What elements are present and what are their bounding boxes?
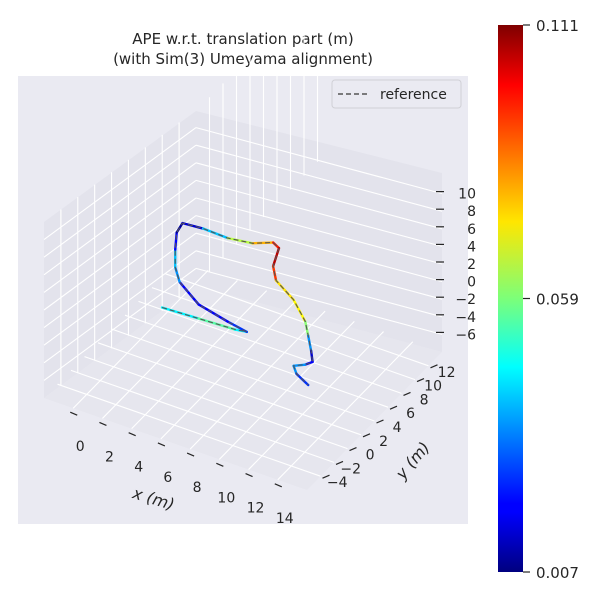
y-tick-label-4: 4 [393, 420, 402, 436]
colorbar [498, 25, 523, 572]
x-tick-label-4: 8 [193, 480, 202, 496]
x-tick-label-0: 0 [76, 439, 85, 455]
z-tick-label-5: 4 [467, 239, 476, 255]
y-tick-3 [362, 433, 371, 438]
z-tick-label-3: 0 [467, 275, 476, 291]
grid-backright-h-3 [195, 215, 443, 283]
legend: reference [331, 79, 462, 109]
colorbar-tick-label-2: 0.007 [536, 564, 579, 582]
y-tick-label-0: −4 [327, 475, 348, 491]
grid-floor-y-1 [70, 369, 335, 463]
grid-floor-y-8 [165, 273, 429, 367]
x-tick-label-5: 10 [217, 490, 235, 506]
grid-floor-y-0 [57, 383, 321, 477]
x-tick-label-7: 14 [276, 511, 294, 527]
grid-lines [43, 0, 443, 481]
trajectory-segment-17 [274, 279, 295, 302]
y-tick-label-6: 8 [420, 392, 429, 408]
grid-backright-h-1 [195, 250, 443, 318]
grid-backleft-h-6 [43, 162, 197, 276]
grid-floor-y-3 [97, 342, 362, 436]
grid-backright-h-0 [195, 267, 443, 335]
y-tick-8 [430, 364, 438, 369]
z-tick-label-6: 6 [467, 222, 476, 238]
grid-floor-y-2 [84, 356, 348, 450]
z-tick-label-2: −2 [455, 292, 476, 308]
x-tick-3 [157, 442, 166, 447]
grid-backright-h-4 [195, 197, 443, 265]
z-tick-label-0: −6 [455, 327, 476, 343]
y-tick-label-8: 12 [438, 365, 456, 381]
chart-title-line-1: APE w.r.t. translation part (m) [132, 30, 353, 48]
x-tick-label-2: 4 [134, 460, 143, 476]
y-tick-5 [389, 405, 398, 410]
grid-backright-h-2 [195, 232, 443, 300]
y-tick-label-2: 0 [366, 448, 375, 464]
grid-backleft-h-8 [43, 127, 197, 241]
x-tick-5 [216, 462, 224, 467]
y-tick-6 [403, 391, 411, 396]
z-tick-label-7: 8 [467, 204, 476, 220]
z-tick-label-8: 10 [458, 187, 476, 203]
x-tick-0 [69, 411, 78, 416]
grid-backright-h-7 [195, 144, 443, 212]
grid-backleft-h-1 [43, 250, 197, 364]
x-tick-7 [274, 483, 283, 488]
y-tick-4 [376, 419, 384, 424]
grid-floor-y-5 [124, 314, 389, 408]
trajectory-segment-12 [226, 236, 254, 245]
grid-backright-h-6 [195, 162, 443, 230]
reference-trajectory [161, 222, 314, 386]
z-tick-label-1: −4 [455, 310, 476, 326]
legend-reference-label: reference [380, 87, 447, 103]
trajectory-line [160, 221, 314, 387]
grid-backleft-h-3 [43, 215, 197, 329]
colorbar-ticks: 0.111 0.059 0.007 [523, 17, 579, 582]
axis-ticks [69, 191, 444, 488]
x-tick-1 [99, 421, 107, 426]
x-tick-4 [186, 452, 195, 457]
y-tick-2 [349, 447, 357, 452]
grid-floor-y-6 [138, 300, 402, 394]
y-tick-label-5: 6 [406, 406, 415, 422]
y-tick-7 [416, 378, 425, 383]
y-tick-1 [335, 460, 344, 465]
grid-backleft-h-2 [43, 232, 197, 346]
colorbar-tick-label-1: 0.059 [536, 291, 579, 309]
y-tick-label-7: 10 [424, 379, 442, 395]
grid-backleft-h-5 [43, 179, 197, 293]
chart-title-line-2: (with Sim(3) Umeyama alignment) [113, 50, 373, 68]
z-tick-label-4: 2 [467, 257, 476, 273]
x-tick-6 [245, 473, 253, 478]
chart-title: APE w.r.t. translation part (m) (with Si… [113, 30, 373, 68]
y-tick-label-1: −2 [340, 461, 361, 477]
grid-backleft-h-7 [43, 144, 197, 258]
grid-floor-y-4 [111, 328, 375, 422]
grid-backleft-h-4 [43, 197, 197, 311]
x-tick-label-3: 6 [163, 470, 172, 486]
x-tick-label-1: 2 [105, 449, 114, 465]
x-tick-label-6: 12 [247, 501, 265, 517]
legend-box [331, 79, 462, 109]
grid-backleft-h-0 [43, 267, 197, 381]
x-tick-2 [128, 432, 136, 437]
grid-backright-h-8 [195, 127, 443, 195]
grid-backright-h-5 [195, 179, 443, 247]
y-tick-label-3: 2 [379, 434, 388, 450]
colorbar-tick-label-0: 0.111 [536, 17, 579, 35]
y-tick-0 [322, 474, 330, 479]
